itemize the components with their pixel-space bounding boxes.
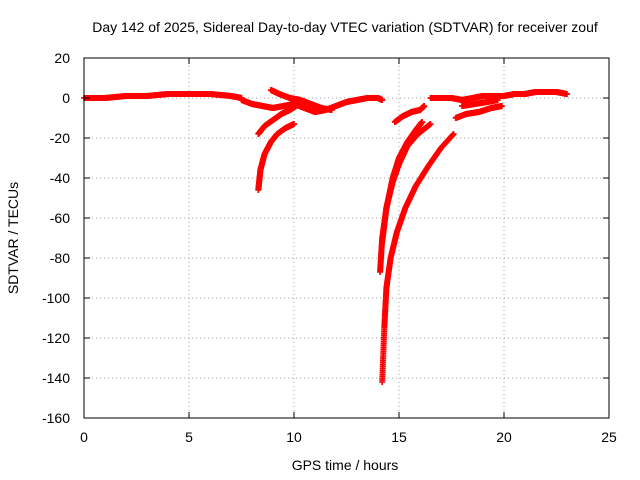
series-late-low (452, 103, 505, 121)
y-tick-label: -20 (50, 130, 70, 146)
data-point (421, 103, 428, 109)
series-baseline-early (81, 91, 245, 101)
series-arc-e (391, 103, 428, 125)
data-point (498, 103, 505, 109)
x-tick-label: 5 (185, 429, 193, 445)
x-tick-label: 20 (496, 429, 512, 445)
y-tick-label: 20 (54, 50, 70, 66)
data-point (419, 119, 426, 125)
data-point (450, 131, 457, 137)
axes (83, 57, 610, 419)
y-tick-label: -120 (42, 330, 70, 346)
data-point (494, 97, 501, 103)
data-series (81, 87, 570, 385)
x-tick-label: 0 (80, 429, 88, 445)
chart-title: Day 142 of 2025, Sidereal Day-to-day VTE… (92, 19, 598, 35)
y-tick-label: -160 (42, 410, 70, 426)
y-tick-label: -40 (50, 170, 70, 186)
data-point (328, 107, 335, 113)
series-deep-arc (379, 131, 457, 385)
data-point (293, 103, 300, 109)
series-late-mid (459, 97, 501, 109)
y-tick-label: -140 (42, 370, 70, 386)
x-tick-label: 25 (601, 429, 617, 445)
plot-frame (83, 57, 610, 419)
x-tick-label: 10 (286, 429, 302, 445)
data-point (291, 121, 297, 127)
series-arc-d (379, 119, 426, 245)
data-point (564, 91, 570, 97)
y-tick-label: -80 (50, 250, 70, 266)
y-tick-label: -60 (50, 210, 70, 226)
series-arc-b (255, 103, 300, 137)
data-point (379, 97, 386, 103)
series-arc-a (255, 121, 297, 193)
tick-labels: 0 5 10 15 20 25 -160 -140 -120 -100 -80 -60 -40 -20 0 2… (42, 50, 617, 445)
x-tick-label: 15 (391, 429, 407, 445)
y-tick-label: 0 (62, 90, 70, 106)
data-point (427, 121, 434, 127)
x-axis-label: GPS time / hours (292, 457, 399, 473)
gridlines (84, 58, 609, 418)
series-hump-9-11 (267, 87, 335, 113)
y-axis-label: SDTVAR / TECUs (5, 182, 21, 294)
y-tick-label: -100 (42, 290, 70, 306)
series-dip-8-10 (238, 95, 386, 115)
series-baseline-late (427, 89, 570, 103)
